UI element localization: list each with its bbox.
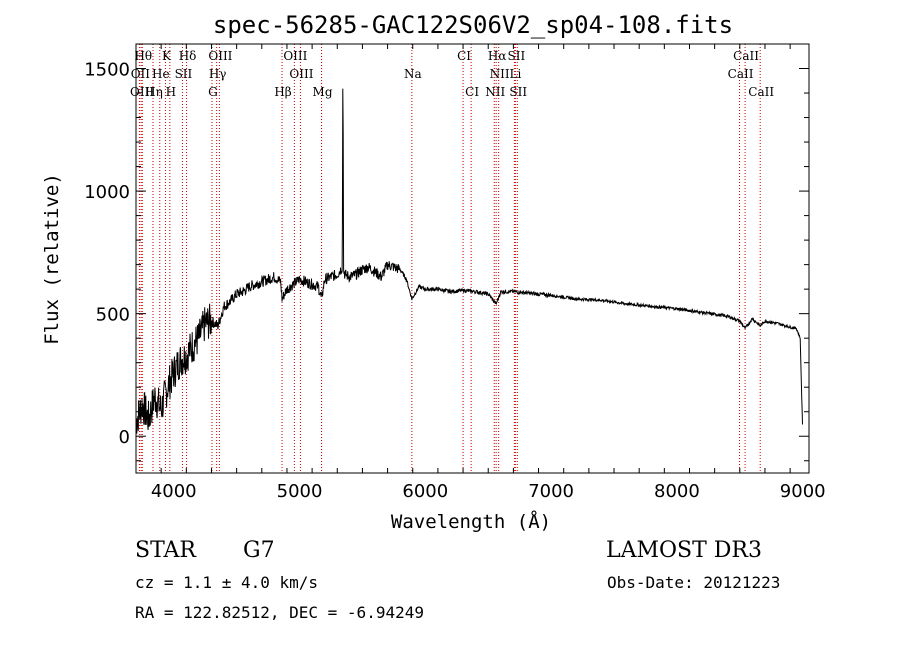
spectral-line-label: OIII — [208, 49, 232, 63]
spectral-line-label: Hθ — [134, 49, 152, 63]
spectral-line-label: G — [208, 85, 218, 99]
y-tick-label: 1000 — [84, 182, 130, 203]
x-tick-label: 7000 — [528, 481, 574, 502]
spectral-line-label: Li — [509, 67, 521, 81]
spectral-line-label: K — [162, 49, 172, 63]
spectral-line-label: OIII — [283, 49, 307, 63]
spectral-line-label: CaII — [728, 67, 754, 81]
plot-frame — [135, 43, 810, 474]
x-axis-ticks: 4000 5000 6000 7000 8000 9000 — [135, 44, 826, 502]
x-axis-label: Wavelength (Å) — [391, 510, 551, 533]
spectral-line-label: NII — [490, 67, 510, 81]
x-tick-label: 6000 — [402, 481, 448, 502]
spectral-line-label: Hγ — [209, 67, 227, 81]
spectral-line-label: Hδ — [179, 49, 197, 63]
spectral-line-label: CI — [457, 49, 471, 63]
spectral-line-label: CaII — [733, 49, 759, 63]
spectrum-series — [135, 88, 803, 434]
y-axis-ticks: 0 500 1000 1500 — [84, 43, 809, 462]
spectral-line-label: Mg — [313, 85, 333, 99]
y-tick-label: 0 — [119, 427, 130, 448]
spectral-line-label: H — [166, 85, 176, 99]
spectral-line-label: CI — [465, 85, 479, 99]
observation-date: Obs-Date: 20121223 — [607, 573, 781, 592]
spectral-line-label: OII — [131, 67, 151, 81]
spectral-line-markers — [138, 44, 761, 473]
x-tick-label: 8000 — [654, 481, 700, 502]
spectral-line-label: SII — [508, 49, 526, 63]
y-tick-label: 500 — [96, 305, 130, 326]
y-axis-label: Flux (relative) — [41, 173, 63, 345]
survey-name: LAMOST DR3 — [606, 538, 762, 563]
spectral-line-label: SII — [509, 85, 527, 99]
coordinates-readout: RA = 122.82512, DEC = -6.94249 — [135, 603, 424, 622]
y-tick-label: 1500 — [84, 60, 130, 81]
spectral-line-label: Na — [404, 67, 422, 81]
x-tick-label: 5000 — [277, 481, 323, 502]
spectral-line-label: SII — [175, 67, 193, 81]
spectral-line-label: Hβ — [274, 85, 291, 99]
object-subclass: G7 — [243, 538, 275, 563]
spectral-line-label: He — [152, 67, 170, 81]
object-class: STAR — [135, 538, 196, 563]
spectral-line-label: Hα — [488, 49, 507, 63]
x-tick-label: 9000 — [780, 481, 826, 502]
chart-title: spec-56285-GAC122S06V2_sp04-108.fits — [213, 11, 733, 39]
spectral-line-label: NII — [485, 85, 505, 99]
spectral-line-label: Hη — [145, 85, 163, 99]
spectral-line-label: OIII — [289, 67, 313, 81]
x-tick-label: 4000 — [151, 481, 197, 502]
spectral-line-label: CaII — [748, 85, 774, 99]
redshift-readout: cz = 1.1 ± 4.0 km/s — [135, 573, 319, 592]
